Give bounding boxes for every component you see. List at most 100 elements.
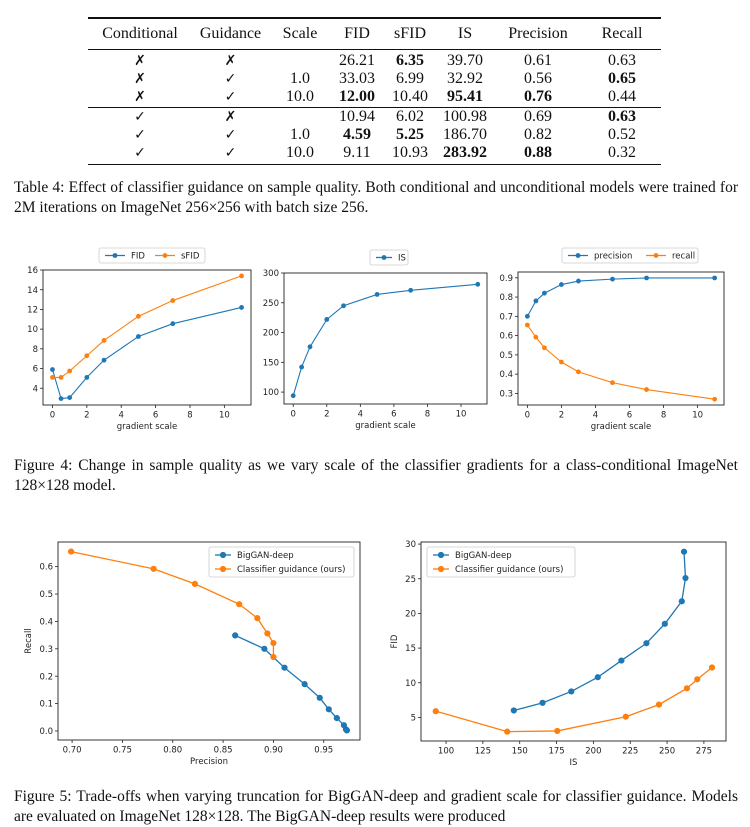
data-point-classifier-guidance-ours xyxy=(191,580,199,588)
cell-is: 32.92 xyxy=(447,69,483,87)
data-point-biggan-deep xyxy=(343,727,351,734)
data-point-biggan-deep xyxy=(618,657,625,664)
cell-recall: 0.44 xyxy=(608,87,636,105)
cell-guidance: ✓ xyxy=(224,144,237,161)
data-point-classifier-guidance-ours xyxy=(264,630,271,637)
fig4-precision-recall-chart: 0 2 4 6 8 10 0.3 0.4 0.5 0.6 0.7 0.8 0.9 gradient sca… xyxy=(499,247,725,432)
cell-scale: 1.0 xyxy=(290,69,310,87)
legend-marker-classifier-guidance-ours xyxy=(437,565,445,573)
fig5-is-fid-chart: 100 125 150 175 200 225 250 275 5 10 15 20 25 30 IS FID… xyxy=(390,540,727,768)
legend-marker-classifier-guidance-ours xyxy=(219,565,227,573)
data-point-precision xyxy=(610,276,615,282)
legend-marker-precision xyxy=(575,253,581,258)
table-body-conditional: ✓ ✗ 10.94 6.02 100.98 0.69 0.63 ✓ ✓ 1.0 4.59 5.25 18… xyxy=(88,108,661,164)
x-tick-label: 250 xyxy=(659,747,675,757)
data-point-classifier-guidance-ours xyxy=(694,676,701,683)
cell-conditional: ✗ xyxy=(134,70,146,87)
cell-precision: 0.76 xyxy=(524,87,552,105)
cell-is: 186.70 xyxy=(443,125,487,143)
legend-frame xyxy=(208,546,355,578)
cell-scale: 10.0 xyxy=(286,143,314,161)
table-row: ✓ ✓ 10.0 9.11 10.93 283.92 0.88 0.32 xyxy=(88,144,661,162)
x-tick-label: 6 xyxy=(391,410,396,420)
x-tick-label: 275 xyxy=(696,747,712,757)
legend: BigGAN-deep Classifier guidance (ours) xyxy=(426,546,576,578)
cell-guidance: ✓ xyxy=(224,126,237,143)
table-top-rule xyxy=(88,17,661,19)
cell-sfid: 6.35 xyxy=(396,51,424,69)
y-tick-label: 10 xyxy=(405,679,416,689)
y-tick-label: 10 xyxy=(27,325,38,335)
cell-guidance: ✓ xyxy=(224,88,237,105)
fig4-is-chart: 0 2 4 6 8 10 100 150 200 250 300 gradient scale IS xyxy=(263,249,488,431)
data-point-biggan-deep xyxy=(301,681,308,688)
y-tick-label: 4 xyxy=(33,384,38,394)
x-axis-label: gradient scale xyxy=(591,422,651,432)
data-point-fid xyxy=(67,395,73,401)
table-header-rule xyxy=(88,48,661,50)
data-point-biggan-deep xyxy=(661,620,668,627)
table4-caption: Table 4: Effect of classifier guidance o… xyxy=(14,179,738,216)
data-point-recall xyxy=(541,345,547,351)
cell-sfid: 6.99 xyxy=(396,69,424,87)
series-line-is xyxy=(292,283,478,396)
data-point-is xyxy=(374,292,380,297)
data-point-is xyxy=(324,317,330,322)
data-point-biggan-deep xyxy=(678,598,685,605)
plot-frame xyxy=(42,269,252,406)
cell-conditional: ✓ xyxy=(134,108,146,125)
cell-conditional: ✓ xyxy=(134,126,146,143)
legend: FID sFID xyxy=(98,247,206,264)
data-point-sfid xyxy=(67,368,73,374)
series-line-sfid xyxy=(52,275,242,378)
cell-conditional: ✗ xyxy=(134,88,146,105)
series-line-biggan-deep xyxy=(234,634,348,731)
data-point-biggan-deep xyxy=(643,640,650,647)
table-body-unconditional: ✗ ✗ 26.21 6.35 39.70 0.61 0.63 ✗ ✓ 1.0 33.03 6.99 32… xyxy=(88,50,661,107)
series-line-precision xyxy=(526,277,715,317)
cell-sfid: 10.93 xyxy=(392,143,428,161)
data-point-recall xyxy=(559,359,564,365)
series-line-fid xyxy=(51,306,242,400)
data-point-precision xyxy=(559,282,564,287)
data-point-biggan-deep xyxy=(333,714,340,722)
x-tick-label: 100 xyxy=(438,747,454,757)
data-point-sfid xyxy=(170,298,176,303)
x-tick-label: 8 xyxy=(187,411,192,421)
data-point-is xyxy=(299,364,305,370)
y-tick-label: 250 xyxy=(263,299,279,309)
y-tick-label: 0.0 xyxy=(39,727,53,737)
data-point-classifier-guidance-ours xyxy=(236,601,243,608)
y-axis-label: FID xyxy=(390,634,400,648)
y-tick-label: 0.5 xyxy=(499,351,513,361)
x-tick-label: 6 xyxy=(627,411,632,421)
x-tick-label: 0 xyxy=(525,411,530,421)
data-point-precision xyxy=(524,313,530,319)
y-tick-label: 30 xyxy=(405,540,416,550)
data-point-recall xyxy=(644,387,649,392)
cell-guidance: ✓ xyxy=(224,70,237,87)
series-line-biggan-deep xyxy=(513,551,687,712)
data-point-classifier-guidance-ours xyxy=(655,701,663,708)
plot-frame xyxy=(283,272,488,405)
data-point-classifier-guidance-ours xyxy=(270,653,277,661)
data-point-biggan-deep xyxy=(680,548,688,555)
header-recall: Recall xyxy=(601,24,643,42)
fig5-precision-recall-chart: 0.70 0.75 0.80 0.85 0.90 0.95 0.0 0.1 0.2 0.3 0.4 0… xyxy=(24,541,361,767)
x-tick-label: 175 xyxy=(548,747,564,757)
cell-scale xyxy=(269,52,331,70)
legend-label-fid: FID xyxy=(131,252,145,262)
data-point-classifier-guidance-ours xyxy=(270,639,277,647)
cell-sfid: 10.40 xyxy=(392,87,428,105)
y-tick-label: 20 xyxy=(405,609,416,619)
legend-marker-sfid xyxy=(162,253,168,258)
cell-sfid: 6.02 xyxy=(396,107,424,125)
data-point-biggan-deep xyxy=(568,688,575,695)
cell-is: 39.70 xyxy=(447,51,483,69)
cell-fid: 4.59 xyxy=(343,125,371,143)
x-tick-label: 6 xyxy=(153,411,158,421)
legend-label-biggan-deep: BigGAN-deep xyxy=(237,551,294,561)
y-tick-label: 0.4 xyxy=(39,617,53,627)
x-tick-label: 0 xyxy=(50,411,55,421)
y-tick-label: 0.9 xyxy=(499,274,513,284)
